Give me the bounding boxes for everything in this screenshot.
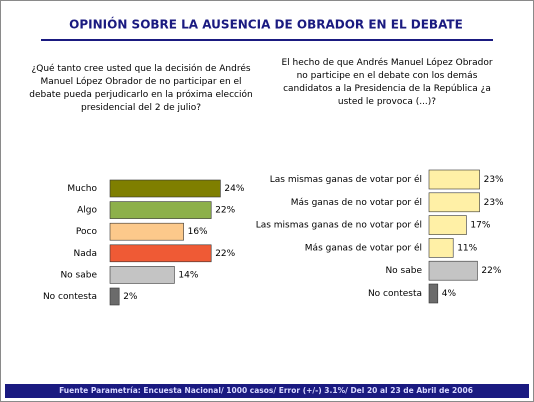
value-label: 23% [484, 198, 504, 208]
value-label: 24% [224, 184, 244, 194]
value-label: 16% [188, 227, 208, 237]
category-label: No sabe [60, 270, 97, 280]
bar [109, 179, 221, 198]
category-label: Las mismas ganas de no votar por él [256, 220, 422, 231]
bar [428, 260, 478, 281]
category-label: No contesta [368, 289, 422, 299]
value-label: 22% [481, 266, 501, 276]
question: El hecho de que Andrés Manuel López Obra… [281, 58, 493, 107]
category-label: Más ganas de votar por él [305, 242, 422, 253]
category-label: Las mismas ganas de votar por él [270, 174, 422, 185]
bar [109, 266, 175, 284]
footer: Fuente Parametría: Encuesta Nacional/ 10… [59, 386, 473, 395]
question: ¿Qué tanto cree usted que la decisión de… [29, 64, 253, 113]
title-rule [41, 39, 493, 41]
bar [109, 222, 184, 241]
category-label: Más ganas de no votar por él [291, 197, 422, 208]
category-label: Algo [77, 206, 97, 216]
category-label: Nada [74, 249, 97, 259]
value-label: 4% [442, 289, 457, 299]
category-label: Poco [76, 227, 98, 237]
footer-bar [5, 384, 529, 398]
bar [428, 283, 439, 304]
value-label: 17% [470, 221, 490, 231]
value-label: 22% [215, 206, 235, 216]
category-label: Mucho [67, 184, 97, 194]
value-label: 23% [484, 175, 504, 185]
bar [428, 192, 480, 213]
value-label: 22% [215, 249, 235, 259]
value-label: 11% [457, 243, 477, 253]
bar [109, 244, 212, 263]
category-label: No contesta [43, 292, 97, 302]
bar [428, 215, 467, 235]
page-title: OPINIÓN SOBRE LA AUSENCIA DE OBRADOR EN … [69, 17, 463, 32]
value-label: 2% [123, 292, 138, 302]
bar [109, 287, 120, 306]
category-label: No sabe [385, 266, 422, 276]
value-label: 14% [178, 270, 198, 280]
bar [428, 238, 454, 258]
bar [109, 201, 212, 219]
bar [428, 169, 480, 190]
